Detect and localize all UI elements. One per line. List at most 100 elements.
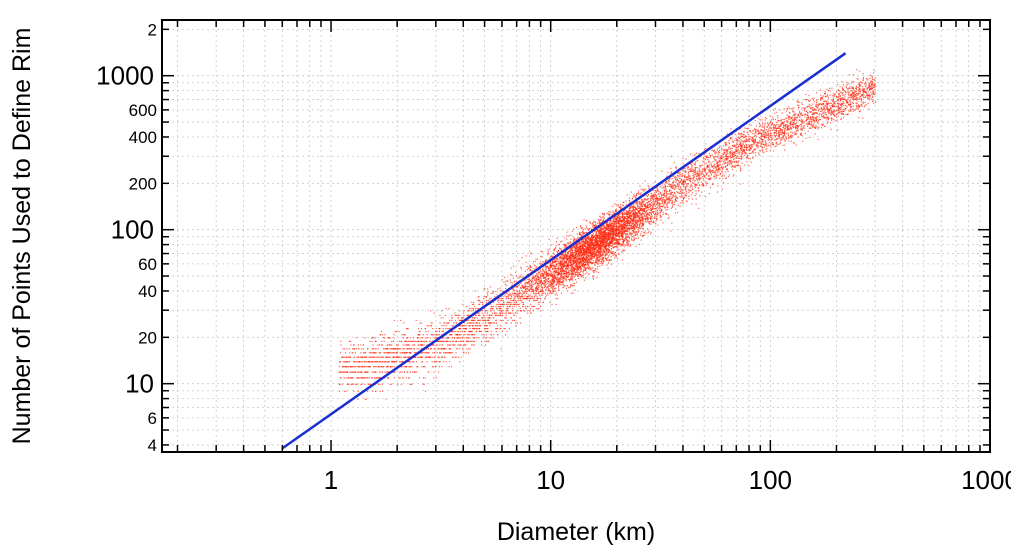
scatter-point <box>740 143 742 145</box>
scatter-point <box>632 222 634 225</box>
scatter-point <box>745 136 747 138</box>
scatter-point <box>598 271 600 273</box>
scatter-point <box>823 103 825 106</box>
scatter-point <box>613 212 615 214</box>
scatter-point <box>597 253 599 255</box>
scatter-point <box>666 193 668 195</box>
scatter-point <box>538 286 540 289</box>
scatter-point <box>801 102 803 104</box>
scatter-point <box>629 216 631 218</box>
scatter-point <box>379 371 381 373</box>
scatter-point <box>854 96 856 98</box>
scatter-point <box>610 251 612 253</box>
scatter-point <box>479 322 481 324</box>
scatter-point <box>475 314 477 316</box>
scatter-point <box>743 136 745 138</box>
scatter-point <box>610 211 612 213</box>
scatter-point <box>775 145 777 147</box>
scatter-point <box>513 281 515 283</box>
scatter-point <box>372 344 374 346</box>
scatter-point <box>811 118 813 121</box>
scatter-point <box>850 106 852 108</box>
scatter-point <box>747 138 750 140</box>
scatter-point <box>821 97 823 99</box>
scatter-point <box>637 237 639 239</box>
scatter-point <box>483 334 485 336</box>
scatter-point <box>445 314 447 316</box>
scatter-point <box>581 264 583 266</box>
scatter-point <box>673 201 676 203</box>
scatter-point <box>575 256 577 258</box>
scatter-point <box>443 340 445 342</box>
scatter-point <box>857 92 859 94</box>
scatter-point <box>808 103 810 105</box>
scatter-point <box>566 252 569 254</box>
scatter-point <box>412 371 414 373</box>
scatter-point <box>771 123 773 125</box>
scatter-point <box>555 244 557 247</box>
scatter-point <box>817 123 820 125</box>
scatter-point <box>385 398 387 400</box>
scatter-point <box>580 255 582 257</box>
scatter-point <box>607 240 609 242</box>
scatter-point <box>652 197 655 199</box>
scatter-point <box>791 135 793 137</box>
scatter-point <box>387 361 389 363</box>
scatter-point <box>375 337 377 339</box>
scatter-point <box>429 337 431 339</box>
scatter-point <box>538 308 540 310</box>
scatter-point <box>648 221 650 223</box>
scatter-point <box>748 153 750 155</box>
scatter-point <box>767 133 769 135</box>
scatter-point <box>826 117 828 119</box>
scatter-point <box>534 278 536 280</box>
scatter-point <box>666 206 668 208</box>
scatter-point <box>633 227 636 229</box>
scatter-point <box>830 99 832 101</box>
scatter-point <box>536 277 538 279</box>
scatter-point <box>596 234 598 236</box>
scatter-point <box>472 344 474 346</box>
scatter-point <box>655 217 657 219</box>
scatter-point <box>735 137 737 140</box>
scatter-point <box>711 172 713 174</box>
scatter-point <box>676 200 678 202</box>
scatter-point <box>529 294 531 296</box>
scatter-point <box>373 371 375 373</box>
scatter-point <box>349 371 351 373</box>
scatter-point <box>795 118 797 120</box>
scatter-point <box>350 371 352 373</box>
scatter-point <box>453 356 455 358</box>
scatter-point <box>461 325 463 327</box>
scatter-point <box>822 106 824 108</box>
scatter-point <box>827 118 829 120</box>
scatter-point <box>629 245 631 247</box>
scatter-point <box>604 237 606 239</box>
scatter-point <box>462 312 465 314</box>
scatter-point <box>527 298 529 300</box>
scatter-point <box>553 258 555 261</box>
scatter-point <box>617 252 620 254</box>
scatter-point <box>665 194 667 196</box>
scatter-point <box>576 265 578 267</box>
scatter-point <box>823 93 825 95</box>
scatter-point <box>489 337 491 339</box>
scatter-point <box>563 247 565 249</box>
scatter-point <box>725 171 727 173</box>
scatter-point <box>746 154 748 156</box>
scatter-point <box>811 107 813 109</box>
scatter-point <box>694 173 696 175</box>
scatter-point <box>543 276 545 278</box>
scatter-point <box>570 258 572 261</box>
scatter-point <box>586 238 588 240</box>
scatter-point <box>566 242 569 244</box>
scatter-point <box>575 252 578 254</box>
scatter-point <box>822 108 824 110</box>
scatter-point <box>714 158 716 160</box>
scatter-point <box>393 352 395 354</box>
scatter-point <box>551 255 553 257</box>
scatter-point <box>657 202 659 204</box>
scatter-point <box>637 219 639 221</box>
scatter-point <box>678 180 680 182</box>
scatter-point <box>643 204 645 206</box>
